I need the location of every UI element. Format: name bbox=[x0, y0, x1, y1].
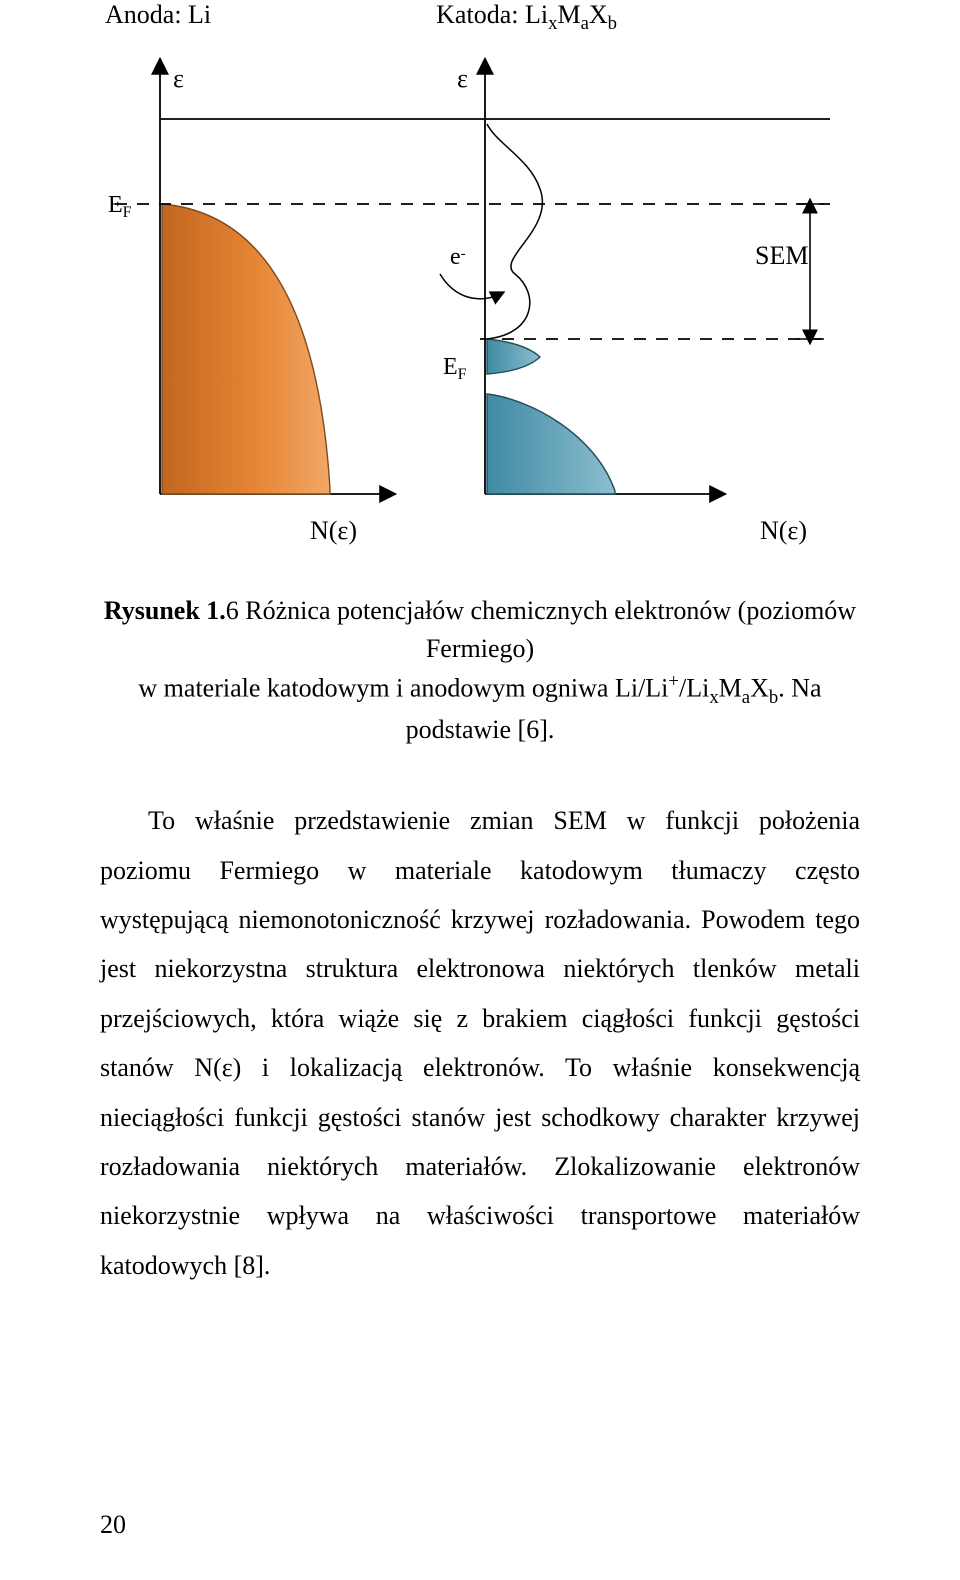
svg-text:EF: EF bbox=[108, 192, 132, 221]
svg-text:ε: ε bbox=[173, 64, 184, 93]
page-number: 20 bbox=[100, 1510, 860, 1540]
caption-line-2: w materiale katodowym i anodowym ogniwa … bbox=[100, 668, 860, 749]
figure-top-labels: Anoda: Li Katoda: LixMaXb bbox=[100, 0, 860, 35]
caption-line-1: Rysunek 1.6 Różnica potencjałów chemiczn… bbox=[100, 592, 860, 667]
svg-text:N(ε): N(ε) bbox=[310, 516, 357, 545]
svg-text:e-: e- bbox=[450, 244, 466, 270]
anode-title: Anoda: Li bbox=[105, 0, 211, 35]
paragraph-text: To właśnie przedstawienie zmian SEM w fu… bbox=[100, 796, 860, 1290]
figure-diagram: ε EF N(ε) ε EF e- SEM N(ε) bbox=[90, 39, 860, 564]
body-paragraph: To właśnie przedstawienie zmian SEM w fu… bbox=[100, 796, 860, 1290]
svg-text:N(ε): N(ε) bbox=[760, 516, 807, 545]
svg-text:EF: EF bbox=[443, 354, 467, 383]
svg-text:SEM: SEM bbox=[755, 241, 808, 270]
cathode-title: Katoda: LixMaXb bbox=[436, 0, 617, 35]
svg-text:ε: ε bbox=[457, 64, 468, 93]
figure-caption: Rysunek 1.6 Różnica potencjałów chemiczn… bbox=[100, 592, 860, 748]
